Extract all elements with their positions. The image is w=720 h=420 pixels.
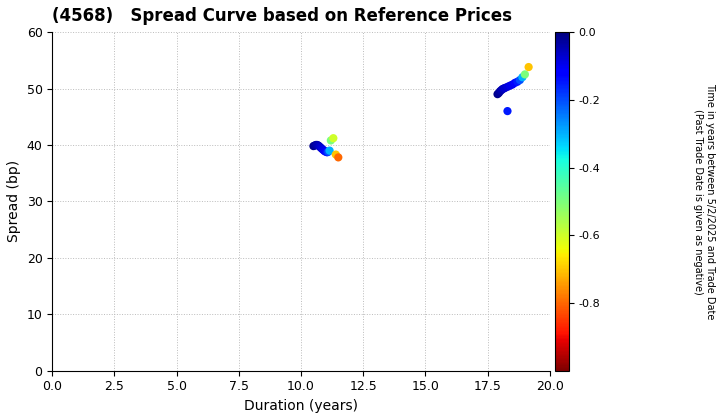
X-axis label: Duration (years): Duration (years) xyxy=(244,399,358,413)
Text: (4568)   Spread Curve based on Reference Prices: (4568) Spread Curve based on Reference P… xyxy=(53,7,512,25)
Point xyxy=(497,86,508,92)
Y-axis label: Spread (bp): Spread (bp) xyxy=(7,160,21,242)
Point xyxy=(514,77,526,84)
Point xyxy=(509,79,521,86)
Point xyxy=(502,84,513,90)
Point xyxy=(499,84,510,91)
Point xyxy=(519,71,531,78)
Point xyxy=(312,142,323,148)
Point xyxy=(330,151,341,158)
Point xyxy=(495,87,507,94)
Point xyxy=(517,74,528,81)
Point xyxy=(492,91,503,97)
Point xyxy=(523,64,534,71)
Point xyxy=(320,148,332,155)
Point xyxy=(307,143,319,150)
Point xyxy=(321,149,333,156)
Point xyxy=(507,81,518,88)
Point xyxy=(316,146,328,152)
Point xyxy=(318,147,329,153)
Y-axis label: Time in years between 5/2/2025 and Trade Date
(Past Trade Date is given as negat: Time in years between 5/2/2025 and Trade… xyxy=(693,83,715,320)
Point xyxy=(324,147,336,154)
Point xyxy=(502,108,513,115)
Point xyxy=(312,142,324,149)
Point xyxy=(494,88,505,94)
Point xyxy=(328,135,339,142)
Point xyxy=(333,154,344,161)
Point xyxy=(309,142,320,149)
Point xyxy=(323,148,334,155)
Point xyxy=(325,137,337,144)
Point xyxy=(493,89,505,96)
Point xyxy=(319,148,330,155)
Point xyxy=(498,85,510,92)
Point xyxy=(512,79,523,85)
Point xyxy=(314,143,325,150)
Point xyxy=(504,82,516,89)
Point xyxy=(315,144,327,151)
Point xyxy=(310,142,322,148)
